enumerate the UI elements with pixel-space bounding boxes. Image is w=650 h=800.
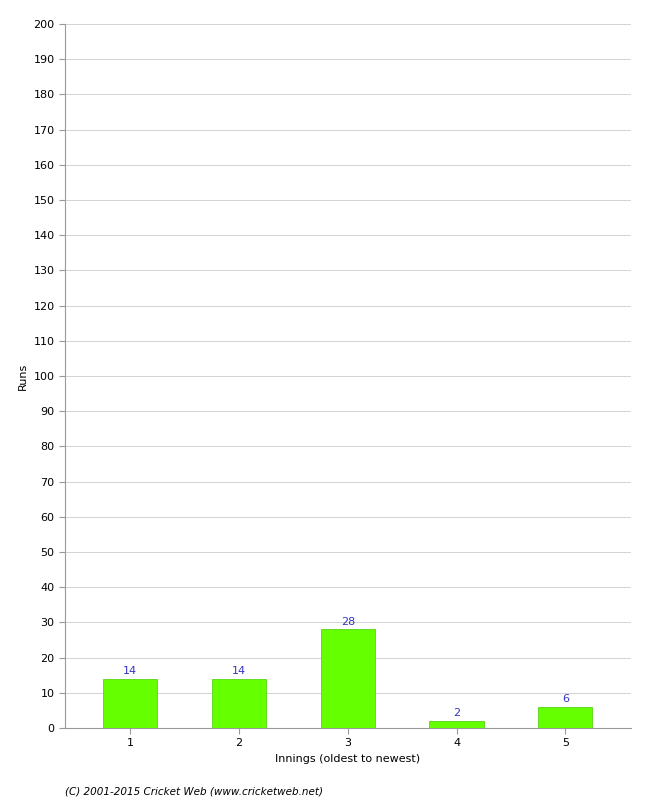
Text: 28: 28 bbox=[341, 617, 355, 626]
Text: (C) 2001-2015 Cricket Web (www.cricketweb.net): (C) 2001-2015 Cricket Web (www.cricketwe… bbox=[65, 786, 323, 796]
Bar bbox=[103, 678, 157, 728]
Bar bbox=[212, 678, 266, 728]
Bar bbox=[320, 630, 375, 728]
Y-axis label: Runs: Runs bbox=[18, 362, 28, 390]
X-axis label: Innings (oldest to newest): Innings (oldest to newest) bbox=[275, 754, 421, 764]
Text: 2: 2 bbox=[453, 708, 460, 718]
Bar bbox=[538, 707, 592, 728]
Text: 14: 14 bbox=[232, 666, 246, 676]
Text: 14: 14 bbox=[124, 666, 137, 676]
Bar bbox=[429, 721, 484, 728]
Text: 6: 6 bbox=[562, 694, 569, 704]
